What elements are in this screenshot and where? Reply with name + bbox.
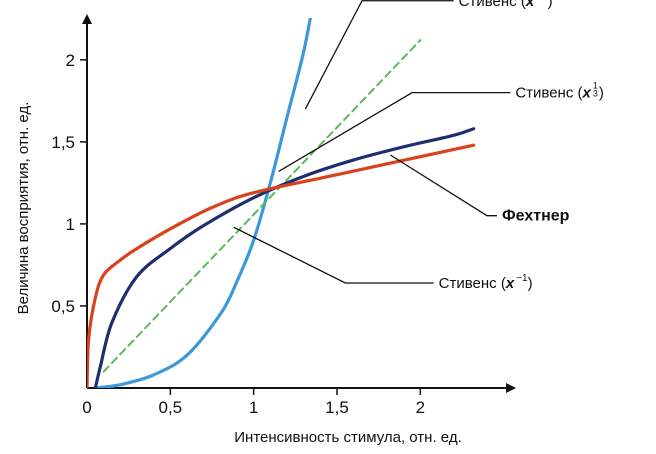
series-line-fechner: [87, 143, 476, 388]
callout-leader-stevens-x13: [278, 91, 511, 172]
callout-label-fechner: Фехтнер: [502, 208, 570, 225]
callout-label-stevens-x1-exponent: −1: [516, 273, 528, 284]
callout-label-stevens-x1-text: Стивенс (: [439, 275, 506, 292]
callout-label-stevens-x3-exponent: −3: [536, 0, 548, 2]
x-tick-label: 0,5: [159, 398, 183, 417]
callout-leader-stevens-x3: [304, 0, 454, 110]
callout-leader-stevens-x1: [233, 226, 434, 284]
callout-label-stevens-x13: Стивенс (x 1 3): [515, 81, 604, 102]
callout-label-stevens-x1-variable: x: [505, 275, 515, 292]
callout-label-stevens-x13-exponent-numerator: 1: [593, 81, 598, 91]
x-tick-label: 2: [416, 398, 425, 417]
series: [87, 18, 476, 388]
callout-labels: Стивенс (x−3)Стивенс (x13)ФехтнерСтивенс…: [439, 0, 604, 292]
callout-label-stevens-x13-exponent-denominator: 3: [593, 89, 598, 99]
callout-lines: [233, 0, 511, 284]
callout-label-stevens-x1-close: ): [528, 275, 533, 292]
callout-label-stevens-x13-variable: x: [582, 85, 592, 102]
x-tick-label: 1,5: [325, 398, 349, 417]
y-ticks: 0,5 1 1,5 2: [51, 51, 87, 316]
callout-label-fechner-text: Фехтнер: [502, 208, 570, 225]
y-tick-label: 1,5: [51, 133, 75, 152]
y-axis-title: Величина восприятия, отн. ед.: [15, 102, 32, 315]
callout-label-stevens-x3-variable: x: [525, 0, 535, 10]
callout-label-stevens-x13-text: Стивенс (: [515, 85, 582, 102]
x-axis-title: Интенсивность стимула, отн. ед.: [234, 429, 461, 446]
y-tick-label: 1: [66, 215, 75, 234]
callout-label-stevens-x13-close: ): [599, 85, 604, 102]
y-tick-label: 0,5: [51, 297, 75, 316]
y-tick-label: 2: [66, 51, 75, 70]
series-line-stevens-x3: [93, 18, 313, 388]
callout-label-stevens-x1: Стивенс (x −1): [439, 273, 533, 292]
x-ticks: 0 0,5 1 1,5 2: [82, 388, 425, 417]
callout-leader-fechner: [389, 154, 497, 217]
callout-label-stevens-x3: Стивенс (x−3): [459, 0, 553, 10]
x-tick-label: 1: [249, 398, 258, 417]
callout-label-stevens-x3-text: Стивенс (: [459, 0, 526, 10]
x-tick-label: 0: [82, 398, 91, 417]
series-line-stevens-x13: [93, 127, 476, 388]
series-line-stevens-x1: [102, 39, 422, 373]
axes: [82, 14, 516, 393]
callout-label-stevens-x3-close: ): [548, 0, 553, 10]
